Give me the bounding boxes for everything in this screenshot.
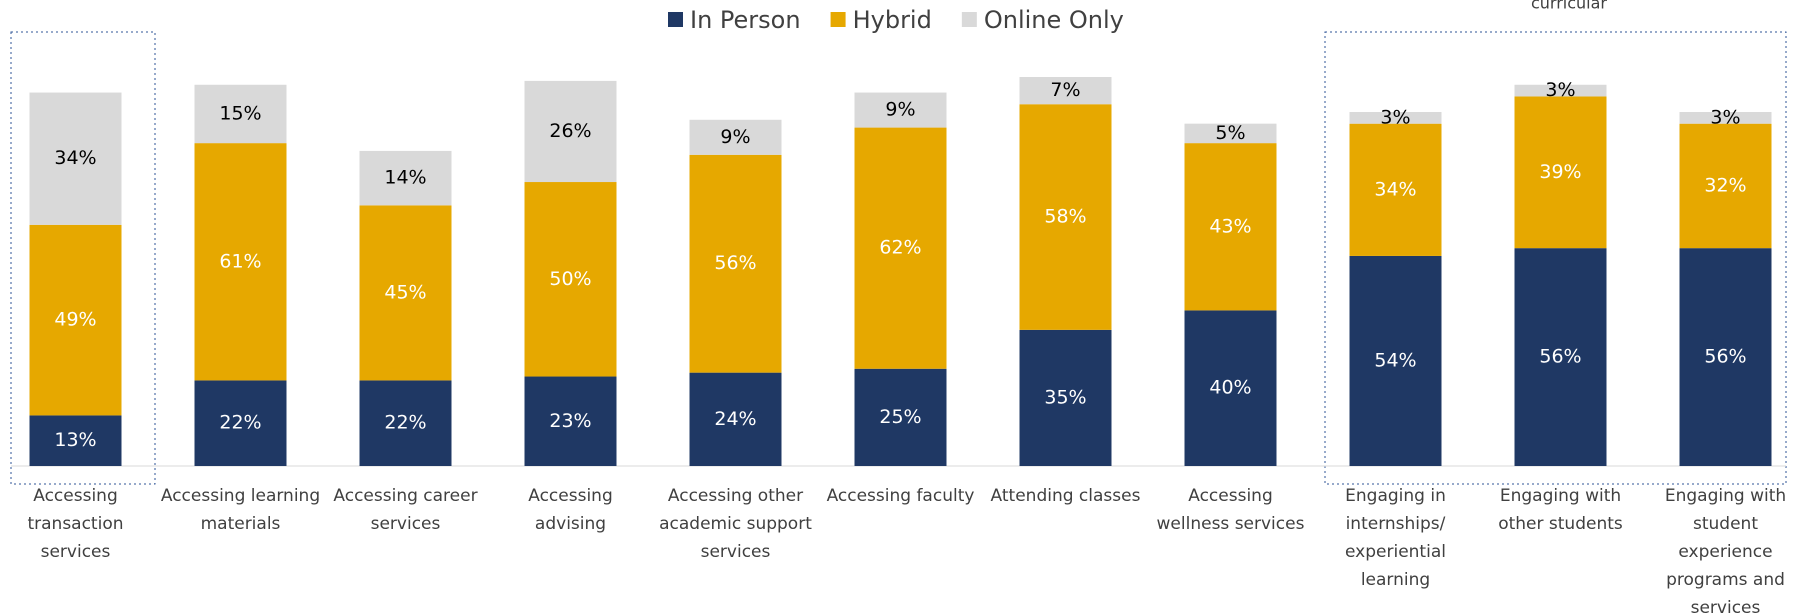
bar-segment <box>194 143 287 381</box>
bar-segment <box>524 376 617 466</box>
data-label: 3% <box>1710 106 1740 128</box>
data-label: 35% <box>1044 386 1086 408</box>
data-label: 34% <box>1374 178 1416 200</box>
bar-segment <box>854 92 947 128</box>
highlight-box <box>10 31 156 485</box>
data-label: 25% <box>879 406 921 428</box>
bar-segment <box>1514 96 1607 249</box>
data-label: 56% <box>1704 346 1746 368</box>
data-label: 56% <box>714 252 756 274</box>
bar-segment <box>1349 112 1442 124</box>
data-label: 13% <box>54 429 96 451</box>
bar-segment <box>1019 329 1112 466</box>
bar-segment <box>359 150 452 206</box>
legend-swatch <box>961 12 977 27</box>
bar-segment <box>1184 143 1277 311</box>
x-tick-label: Accessing career services <box>333 486 478 534</box>
bar-segment <box>689 154 782 373</box>
bar-segment <box>359 205 452 381</box>
data-label: 58% <box>1044 206 1086 228</box>
data-label: 22% <box>219 412 261 434</box>
data-label: 26% <box>549 120 591 142</box>
x-tick-label: Accessing transaction services <box>27 486 124 562</box>
bar-segment <box>1349 255 1442 466</box>
legend-label: Hybrid <box>853 6 932 34</box>
data-label: 49% <box>54 309 96 331</box>
x-tick-label: Engaging with student experience program… <box>1664 486 1787 616</box>
bar-segment <box>194 380 287 466</box>
highlight-box <box>1324 31 1787 485</box>
bar-segment <box>1349 123 1442 256</box>
data-label: 39% <box>1539 161 1581 183</box>
data-label: 14% <box>384 167 426 189</box>
bar-segment <box>689 119 782 155</box>
data-label: 43% <box>1209 215 1251 237</box>
bar-segment <box>854 127 947 369</box>
bar-segment <box>29 415 122 466</box>
data-label: 62% <box>879 237 921 259</box>
bar-segment <box>194 84 287 144</box>
data-label: 34% <box>54 147 96 169</box>
data-label: 32% <box>1704 174 1746 196</box>
x-tick-label: Engaging in internships/ experiential le… <box>1345 486 1446 590</box>
bar-segment <box>1184 123 1277 144</box>
x-tick-label: Accessing learning materials <box>160 486 321 534</box>
data-label: 50% <box>549 268 591 290</box>
data-label: 9% <box>720 126 750 148</box>
legend-swatch <box>668 12 683 27</box>
bar-segment <box>29 224 122 416</box>
bar-segment <box>1184 310 1277 466</box>
bar-segment <box>1019 77 1112 105</box>
bar-segment <box>1679 112 1772 124</box>
data-label: 54% <box>1374 349 1416 371</box>
bar-segment <box>854 368 947 466</box>
data-label: 5% <box>1215 122 1245 144</box>
data-label: 40% <box>1209 377 1251 399</box>
x-tick-label: Accessing advising <box>528 486 613 534</box>
x-tick-label: Accessing wellness services <box>1156 486 1305 534</box>
data-label: 15% <box>219 102 261 124</box>
bar-segment <box>689 372 782 466</box>
data-label: 9% <box>885 99 915 121</box>
legend-label: Online Only <box>984 6 1124 34</box>
bar-segment <box>524 182 617 377</box>
data-label: 24% <box>714 408 756 430</box>
x-tick-label: Accessing other academic support service… <box>659 486 812 562</box>
data-label: 3% <box>1545 79 1575 101</box>
bar-segment <box>1514 248 1607 466</box>
data-label: 23% <box>549 410 591 432</box>
bar-segment <box>1679 248 1772 466</box>
x-tick-label: Engaging with other students <box>1498 486 1623 534</box>
bar-segment <box>1679 123 1772 249</box>
data-label: 56% <box>1539 346 1581 368</box>
bar-segment <box>359 380 452 466</box>
data-label: 22% <box>384 412 426 434</box>
bar-segment <box>524 80 617 183</box>
data-label: 3% <box>1380 106 1410 128</box>
data-label: 61% <box>219 250 261 272</box>
data-label: 7% <box>1050 79 1080 101</box>
x-tick-label: Attending classes <box>990 486 1141 506</box>
data-label: 45% <box>384 281 426 303</box>
annotation: curricular <box>1531 0 1607 13</box>
bar-segment <box>29 92 122 225</box>
bar-segment <box>1019 104 1112 330</box>
x-tick-label: Accessing faculty <box>826 486 975 506</box>
legend-swatch <box>830 12 846 27</box>
bar-segment <box>1514 84 1607 97</box>
legend-label: In Person <box>690 6 801 34</box>
